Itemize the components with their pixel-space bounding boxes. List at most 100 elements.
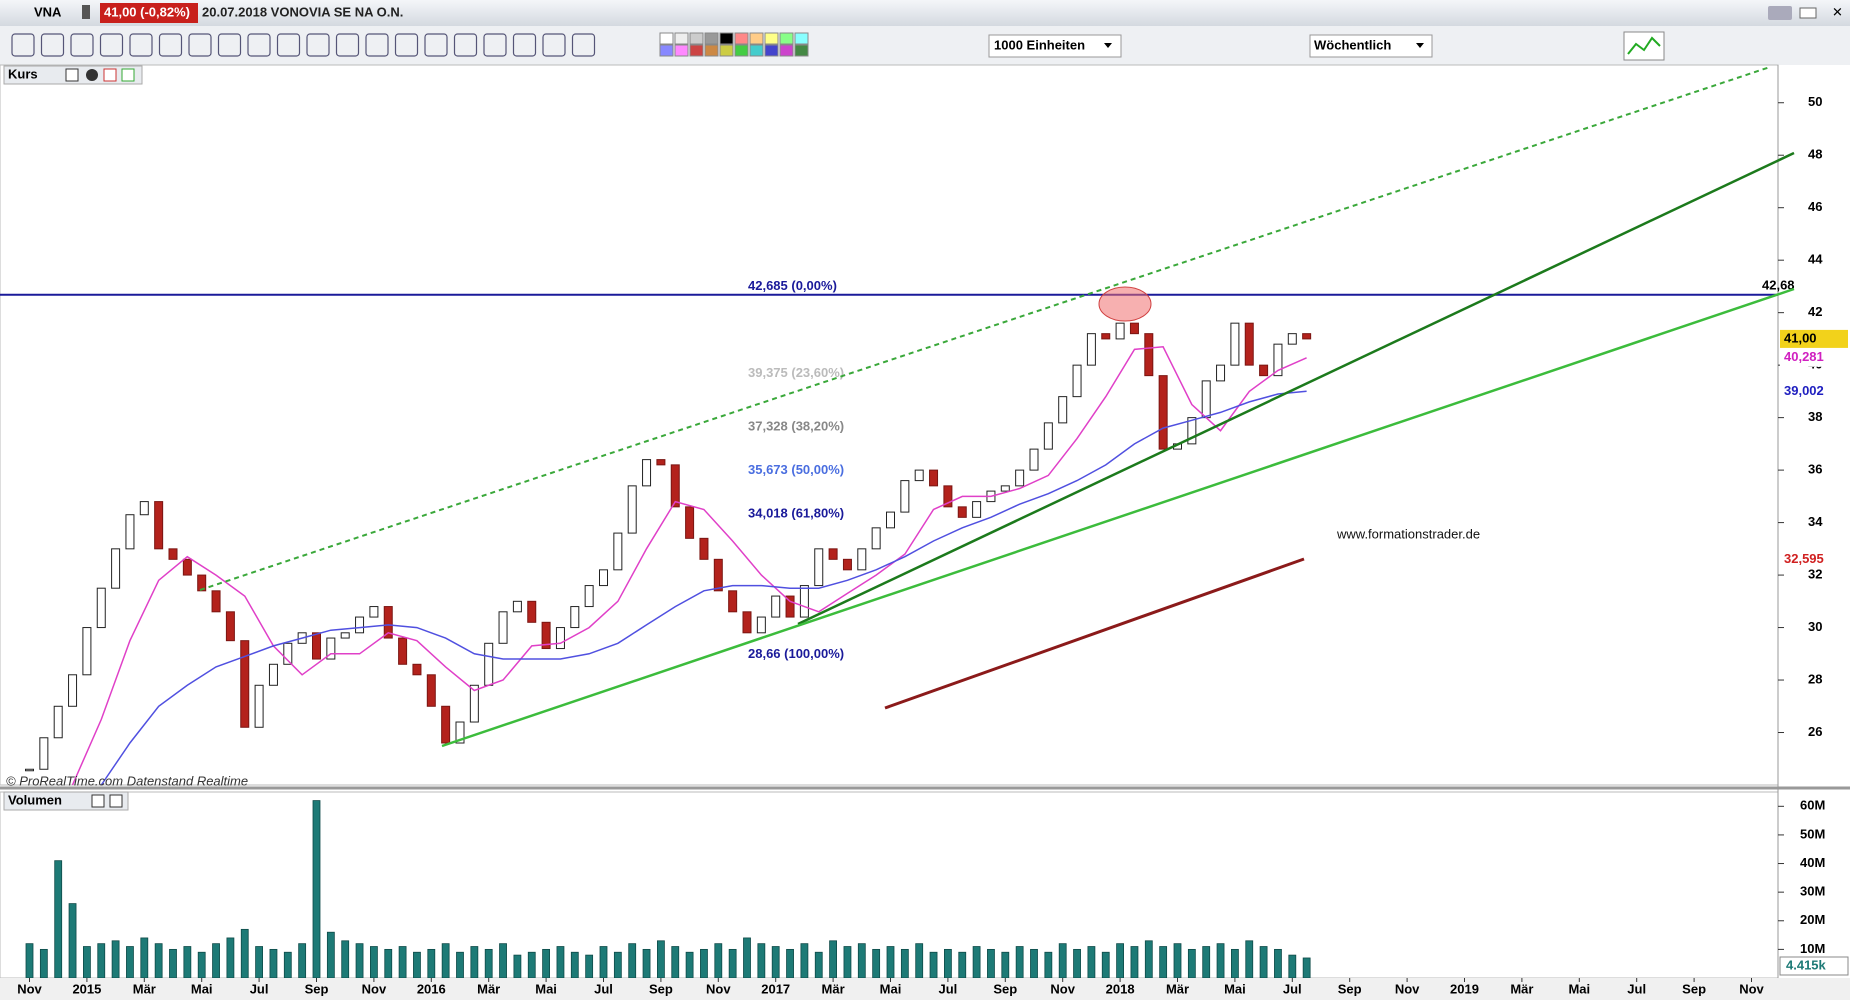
- tool-button: [365, 33, 389, 57]
- candle: [857, 548, 867, 571]
- candle: [426, 674, 436, 707]
- volume-bar: [1216, 943, 1225, 979]
- candle: [1101, 333, 1111, 340]
- y-tick-label: 26: [1808, 724, 1822, 739]
- candle: [584, 585, 594, 608]
- price-marker-box: [1780, 382, 1848, 401]
- color-swatch: [674, 32, 689, 45]
- panel-button[interactable]: [65, 68, 79, 82]
- price-marker-label: 32,595: [1784, 551, 1824, 566]
- volume-bar: [872, 948, 881, 979]
- volume-bar: [1187, 948, 1196, 979]
- volume-bar: [671, 946, 680, 979]
- y-tick-label: 32: [1808, 567, 1822, 582]
- x-tick-label: Nov: [706, 981, 731, 996]
- panel-button[interactable]: [86, 69, 98, 81]
- tool-button: [276, 33, 301, 57]
- trend-line: [884, 557, 1305, 710]
- volume-bar: [183, 946, 192, 979]
- volume-bar: [513, 954, 522, 979]
- quantity-dropdown[interactable]: [988, 34, 1122, 58]
- x-tick-label: Nov: [1395, 981, 1420, 996]
- candle: [1244, 322, 1254, 366]
- volume-bar: [427, 948, 436, 979]
- candle: [283, 642, 293, 665]
- candle: [814, 548, 824, 587]
- volume-bar: [413, 951, 421, 979]
- y-tick-label: 38: [1808, 409, 1822, 424]
- tool-icons: [11, 32, 809, 57]
- candle: [1144, 333, 1154, 377]
- candle: [82, 627, 92, 676]
- y-tick-label: 48: [1808, 147, 1822, 162]
- volume-bar: [1144, 940, 1153, 979]
- candle: [713, 558, 723, 592]
- candle: [642, 459, 652, 487]
- color-swatch: [794, 44, 809, 57]
- volume-bar: [958, 951, 967, 979]
- panel-button[interactable]: [91, 794, 105, 808]
- candle: [785, 595, 795, 618]
- panel-button[interactable]: [121, 68, 135, 82]
- trend-line: [441, 287, 1795, 748]
- candle: [1287, 333, 1297, 345]
- volume-bar: [613, 951, 622, 979]
- window-button[interactable]: [1799, 7, 1817, 19]
- x-tick-label: Nov: [17, 981, 42, 996]
- title-bar: [0, 0, 1850, 26]
- dropdown-arrow: [1416, 43, 1424, 48]
- candle: [326, 637, 336, 660]
- candle: [670, 464, 680, 508]
- x-tick-label: Mär: [822, 981, 845, 996]
- volume-bar: [1001, 951, 1010, 979]
- candle: [53, 705, 63, 739]
- candle: [756, 616, 766, 634]
- time-axis-labels: Nov 2015 Mär Mai Jul Sep Nov 2016 Mär Mai Jul Sep No…: [17, 978, 1765, 996]
- candle: [111, 548, 121, 589]
- volume-bar: [255, 946, 264, 979]
- x-tick-label: Nov: [1050, 981, 1075, 996]
- volume-bar: [556, 946, 565, 979]
- last-volume-box: [1779, 956, 1849, 976]
- x-tick-label: 2019: [1450, 981, 1479, 996]
- volume-bar: [212, 943, 220, 979]
- volume-bar: [499, 943, 507, 979]
- volume-bar: [599, 946, 608, 979]
- volume-bar: [1130, 946, 1139, 979]
- candle: [225, 611, 235, 642]
- x-tick-label: Sep: [993, 981, 1017, 996]
- candle: [1029, 448, 1039, 471]
- x-tick-label: Nov: [362, 981, 387, 996]
- y-tick-label: 28: [1808, 671, 1822, 686]
- icon[interactable]: [82, 5, 90, 19]
- candle: [1230, 322, 1240, 366]
- price-marker-label: 41,00: [1784, 330, 1817, 345]
- price-marker-label: 40,281: [1784, 349, 1824, 364]
- volume-bar: [283, 951, 292, 979]
- tool-button: [158, 33, 183, 57]
- panel-button[interactable]: [109, 794, 123, 808]
- x-tick-label: Mär: [133, 981, 156, 996]
- candle: [1216, 364, 1226, 382]
- interval-dropdown[interactable]: [1309, 34, 1433, 58]
- volume-bar: [685, 951, 694, 979]
- panel-button[interactable]: [103, 68, 117, 82]
- volume-bar: [312, 800, 321, 979]
- volume-bar: [657, 940, 665, 979]
- volume-bar: [570, 951, 579, 979]
- tool-button: [217, 33, 242, 57]
- candle: [455, 721, 465, 744]
- y-tick-label: 10M: [1800, 941, 1825, 956]
- candle: [541, 621, 551, 650]
- volume-bar: [929, 951, 938, 979]
- candle: [842, 558, 852, 571]
- y-tick-label: 60M: [1800, 798, 1825, 813]
- close-button[interactable]: ✕: [1832, 4, 1843, 19]
- window-button[interactable]: [1768, 6, 1792, 20]
- volume-bar: [355, 943, 364, 979]
- fibonacci-label: 34,018 (61,80%): [748, 506, 844, 521]
- volume-bar: [456, 951, 464, 979]
- volume-bar: [398, 946, 407, 979]
- volume-bar: [886, 946, 895, 979]
- indicator-button[interactable]: [1623, 31, 1665, 61]
